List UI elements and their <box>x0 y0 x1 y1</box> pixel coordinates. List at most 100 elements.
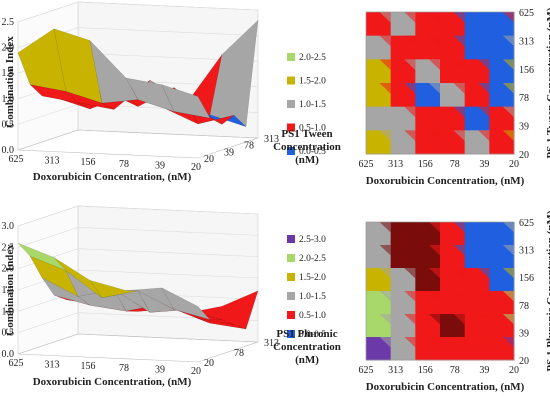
legend-swatch <box>287 123 295 132</box>
heatmap-blend <box>379 245 391 256</box>
heatmap-cell <box>464 268 490 292</box>
legend-swatch <box>287 330 295 338</box>
heatmap-blend <box>478 291 490 302</box>
legend-label: 2.0-2.5 <box>299 53 326 63</box>
heatmap-cell <box>366 268 392 292</box>
surface-facet <box>209 290 259 330</box>
heatmap-blend <box>453 337 465 348</box>
heatmap-cell <box>464 222 490 246</box>
x-tick-label: 20 <box>191 162 201 173</box>
z-tick-label: 0.0 <box>2 349 15 360</box>
heatmap-blend <box>428 268 440 279</box>
heatmap-chart-3 <box>365 221 515 361</box>
heatmap-blend <box>502 291 514 302</box>
heatmap-blend <box>428 291 440 302</box>
x-tick-label: 313 <box>45 156 60 167</box>
x-tick-label: 156 <box>81 157 96 168</box>
x-tick-label: 78 <box>119 159 129 170</box>
x-tick-label: 20 <box>509 365 519 376</box>
z-tick-label: 1.0 <box>2 94 15 105</box>
heatmap-cell <box>489 222 515 246</box>
heatmap-blend <box>404 245 416 256</box>
floor <box>17 129 259 159</box>
heatmap-cell <box>489 314 515 338</box>
x-tick-label: 313 <box>388 159 403 170</box>
heatmap-blend <box>428 130 440 141</box>
legend-swatch <box>287 147 295 155</box>
y-axis-label: Concentration <box>273 141 341 153</box>
z-tick-label: 0.5 <box>2 328 15 339</box>
z-tick-label: 1.0 <box>2 306 15 317</box>
heatmap-blend <box>502 106 514 118</box>
heatmap-blend <box>404 268 416 279</box>
heatmap-cell <box>390 337 416 361</box>
z-axis-label: Combination Index <box>4 36 16 128</box>
y-tick-label: 625 <box>519 218 534 229</box>
x-tick-label: 625 <box>9 154 24 165</box>
y-axis-label: (nM) <box>295 154 319 166</box>
gridline <box>17 269 259 291</box>
legend-swatch <box>287 100 295 108</box>
heatmap-blend <box>453 291 465 302</box>
z-tick-label: 2.0 <box>2 264 15 275</box>
heatmap-cell <box>390 291 416 315</box>
x-axis-label: Doxorubicin Concentration, (nM) <box>366 381 525 393</box>
heatmap-blend <box>478 268 490 279</box>
heatmap-cell <box>415 337 441 361</box>
heatmap-blend <box>453 59 465 70</box>
gridline <box>17 205 259 227</box>
x-tick-label: 625 <box>359 159 374 170</box>
heatmap-blend <box>453 106 465 118</box>
z-tick-label: 1.5 <box>2 285 15 296</box>
heatmap-blend <box>478 130 490 141</box>
heatmap-blend <box>404 222 416 233</box>
heatmap-cell <box>390 245 416 269</box>
heatmap-blend <box>478 222 490 233</box>
x-tick-label: 78 <box>450 159 460 170</box>
heatmap-cell <box>440 245 466 269</box>
legend-label: 0.0-0.5 <box>299 147 326 157</box>
surface-facet <box>161 84 211 119</box>
y-tick-label: 313 <box>519 36 534 47</box>
heatmap-blend <box>478 12 490 23</box>
heatmap-blend <box>379 314 391 325</box>
heatmap-blend <box>502 130 514 141</box>
heatmap-cell <box>489 291 515 315</box>
x-tick-label: 156 <box>418 159 433 170</box>
y-tick-label: 78 <box>519 301 529 312</box>
x-axis-label: Doxorubicin Concentration, (nM) <box>33 171 192 183</box>
y-tick-label: 39 <box>519 328 529 339</box>
y-tick-label: 20 <box>204 358 214 369</box>
x-tick-label: 625 <box>359 365 374 376</box>
z-tick-label: 0.0 <box>2 145 15 156</box>
heatmap-cell <box>366 291 392 315</box>
heatmap-blend <box>502 12 514 23</box>
heatmap-blend <box>379 337 391 348</box>
x-tick-label: 313 <box>388 365 403 376</box>
heatmap-blend <box>404 314 416 325</box>
y-tick-label: 625 <box>519 8 534 19</box>
heatmap-blend <box>379 222 391 233</box>
heatmap-cell <box>366 245 392 269</box>
legend-label: 1.0-1.5 <box>299 100 326 110</box>
heatmap-blend <box>379 130 391 141</box>
heatmap-blend <box>379 291 391 302</box>
surface-chart-0 <box>17 1 295 159</box>
y-tick-label: 156 <box>519 65 534 76</box>
heatmap-cell <box>464 314 490 338</box>
heatmap-cell <box>464 245 490 269</box>
x-tick-label: 39 <box>479 365 489 376</box>
x-tick-label: 156 <box>81 361 96 372</box>
heatmap-cell <box>440 314 466 338</box>
y-tick-label: 78 <box>519 93 529 104</box>
x-tick-label: 20 <box>509 159 519 170</box>
x-tick-label: 39 <box>155 160 165 171</box>
heatmap-blend <box>453 83 465 94</box>
y-tick-label: 313 <box>519 246 534 257</box>
heatmap-blend <box>428 106 440 118</box>
heatmap-blend <box>453 222 465 233</box>
legend-label: 2.5-3.0 <box>299 235 326 245</box>
legend-swatch <box>287 235 295 243</box>
heatmap-blend <box>428 222 440 233</box>
